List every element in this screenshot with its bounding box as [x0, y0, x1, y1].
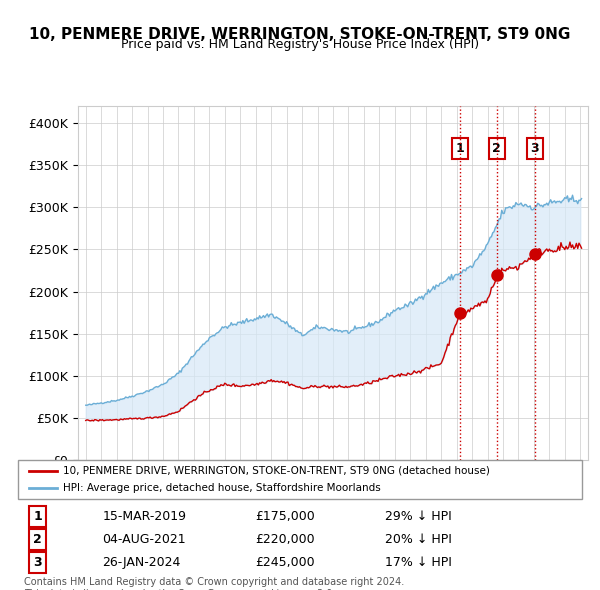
Text: 20% ↓ HPI: 20% ↓ HPI	[385, 533, 451, 546]
Text: £245,000: £245,000	[255, 556, 314, 569]
Text: 2: 2	[34, 533, 42, 546]
Text: 1: 1	[34, 510, 42, 523]
Text: Contains HM Land Registry data © Crown copyright and database right 2024.
This d: Contains HM Land Registry data © Crown c…	[24, 577, 404, 590]
Text: 1: 1	[455, 142, 464, 155]
Text: HPI: Average price, detached house, Staffordshire Moorlands: HPI: Average price, detached house, Staf…	[63, 483, 381, 493]
FancyBboxPatch shape	[18, 460, 582, 499]
Text: 29% ↓ HPI: 29% ↓ HPI	[385, 510, 451, 523]
Text: £220,000: £220,000	[255, 533, 314, 546]
Text: £175,000: £175,000	[255, 510, 314, 523]
Text: 3: 3	[34, 556, 42, 569]
Text: 04-AUG-2021: 04-AUG-2021	[103, 533, 186, 546]
Text: 10, PENMERE DRIVE, WERRINGTON, STOKE-ON-TRENT, ST9 0NG: 10, PENMERE DRIVE, WERRINGTON, STOKE-ON-…	[29, 27, 571, 41]
Text: Price paid vs. HM Land Registry's House Price Index (HPI): Price paid vs. HM Land Registry's House …	[121, 38, 479, 51]
Text: 2: 2	[492, 142, 501, 155]
Text: 10, PENMERE DRIVE, WERRINGTON, STOKE-ON-TRENT, ST9 0NG (detached house): 10, PENMERE DRIVE, WERRINGTON, STOKE-ON-…	[63, 466, 490, 476]
Text: 15-MAR-2019: 15-MAR-2019	[103, 510, 187, 523]
Text: 3: 3	[530, 142, 539, 155]
Text: 26-JAN-2024: 26-JAN-2024	[103, 556, 181, 569]
Text: 17% ↓ HPI: 17% ↓ HPI	[385, 556, 451, 569]
